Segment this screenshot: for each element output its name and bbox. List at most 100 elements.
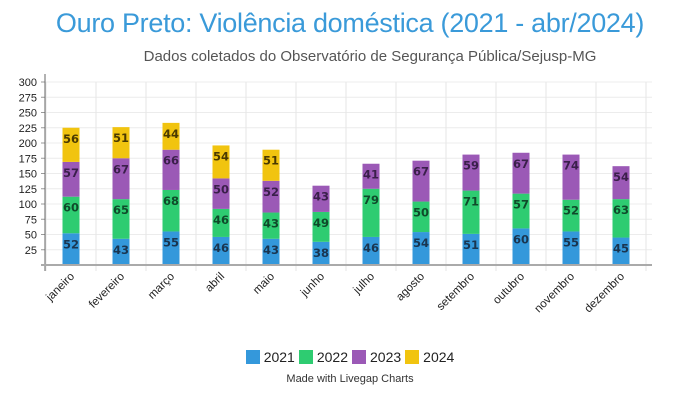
bar-segment-2023 <box>612 166 630 200</box>
y-tick-label: 50 <box>25 230 37 242</box>
data-label: 49 <box>313 216 329 230</box>
bar-segment-2022 <box>512 193 530 229</box>
x-tick-label: janeiro <box>44 271 78 305</box>
y-tick-label: 200 <box>19 138 37 150</box>
y-tick-label: 300 <box>19 77 37 89</box>
data-label: 57 <box>513 198 529 212</box>
data-label: 51 <box>463 238 479 252</box>
y-tick-label: 225 <box>19 123 37 135</box>
legend-item-2023[interactable]: 2023 <box>352 349 401 365</box>
x-tick-label: maio <box>251 271 277 297</box>
data-label: 50 <box>213 182 229 196</box>
data-label: 60 <box>513 232 529 246</box>
x-tick-label: abril <box>203 271 227 295</box>
bar-segment-2024 <box>162 122 180 150</box>
legend-label: 2024 <box>423 349 455 365</box>
bar-segment-2022 <box>412 201 430 233</box>
legend-label: 2023 <box>370 349 402 365</box>
bar-segment-2021 <box>562 231 580 265</box>
x-tick-label: julho <box>351 271 377 297</box>
bar-segment-2021 <box>162 231 180 265</box>
data-label: 44 <box>163 127 179 141</box>
x-tick-label: novembro <box>532 271 577 316</box>
bar-segment-2022 <box>362 188 380 237</box>
y-tick-label: 75 <box>25 214 37 226</box>
bar-segment-2021 <box>412 232 430 265</box>
data-label: 71 <box>463 195 479 209</box>
bar-segment-2022 <box>162 189 180 232</box>
legend-swatch <box>298 350 313 364</box>
data-label: 45 <box>613 242 629 256</box>
legend-item-2021[interactable]: 2021 <box>245 349 295 365</box>
bar-segment-2022 <box>462 190 480 234</box>
data-label: 52 <box>63 237 79 251</box>
data-label: 51 <box>113 131 129 145</box>
bar-segment-2021 <box>512 228 530 265</box>
data-label: 54 <box>413 236 429 250</box>
x-tick-label: dezembro <box>582 271 627 316</box>
data-label: 43 <box>263 217 279 231</box>
data-label: 67 <box>513 157 529 171</box>
data-label: 46 <box>213 213 229 227</box>
bar-segment-2021 <box>62 233 80 265</box>
y-tick-label: 100 <box>19 199 37 211</box>
legend-swatch <box>352 350 366 364</box>
data-label: 43 <box>263 243 279 257</box>
x-tick-label: setembro <box>435 271 477 313</box>
x-tick-label: outubro <box>491 271 527 307</box>
bar-segment-2022 <box>562 199 580 232</box>
legend-item-2022[interactable]: 2022 <box>298 349 348 365</box>
data-label: 43 <box>113 243 129 257</box>
bar-segment-2021 <box>112 238 130 265</box>
data-label: 66 <box>163 154 179 168</box>
bar-segment-2021 <box>212 236 230 265</box>
bar-segment-2023 <box>512 152 530 194</box>
data-label: 57 <box>63 166 79 180</box>
x-tick-label: março <box>146 271 177 302</box>
bar-segment-2021 <box>462 233 480 265</box>
bar-segment-2023 <box>162 149 180 190</box>
bar-segment-2023 <box>112 158 130 200</box>
data-label: 68 <box>163 194 179 208</box>
bar-segment-2023 <box>362 163 380 189</box>
stacked-bar-chart: 52 60 57 56 43 65 67 51 55 68 66 44 46 46 50 54 43 43 52 51… <box>19 74 652 316</box>
x-tick-label: junho <box>298 271 327 300</box>
y-tick-label: 175 <box>19 153 37 165</box>
bar-segment-2021 <box>262 238 280 265</box>
data-label: 67 <box>113 162 129 176</box>
legend: 2021 2022 2023 2024 <box>0 349 700 365</box>
data-label: 46 <box>363 241 379 255</box>
chart-subtitle: Dados coletados do Observatório de Segur… <box>143 48 597 65</box>
data-label: 41 <box>363 168 379 182</box>
data-label: 59 <box>463 159 479 173</box>
bar-segment-2022 <box>62 196 80 234</box>
bar-segment-2022 <box>612 199 630 238</box>
data-labels: 52 60 57 56 43 65 67 51 55 68 66 44 46 46 50 54 43 43 52 51… <box>63 127 629 260</box>
bar-segment-2021 <box>312 241 330 265</box>
chart-title: Ouro Preto: Violência doméstica (2021 - … <box>55 8 645 38</box>
bar-segment-2023 <box>312 185 330 212</box>
bar-segment-2023 <box>412 160 430 202</box>
y-tick-label: 150 <box>19 169 37 181</box>
grid-lines <box>45 81 652 271</box>
legend-swatch <box>405 350 420 364</box>
bar-segment-2022 <box>262 212 280 239</box>
data-label: 54 <box>213 149 229 163</box>
data-label: 74 <box>563 159 579 173</box>
data-label: 52 <box>563 204 579 218</box>
data-label: 55 <box>163 235 179 249</box>
data-label: 56 <box>63 132 79 146</box>
data-label: 52 <box>263 185 279 199</box>
bar-segment-2023 <box>562 154 580 200</box>
y-tick-label: 125 <box>19 184 37 196</box>
data-label: 46 <box>213 241 229 255</box>
bar-segment-2022 <box>312 211 330 242</box>
bar-segment-2024 <box>212 145 230 179</box>
x-tick-label: agosto <box>394 271 427 304</box>
data-label: 51 <box>263 154 279 168</box>
bar-segment-2021 <box>612 237 630 265</box>
data-label: 65 <box>113 203 129 217</box>
bar-segment-2022 <box>212 208 230 237</box>
data-label: 63 <box>613 203 629 217</box>
legend-item-2024[interactable]: 2024 <box>405 349 454 365</box>
